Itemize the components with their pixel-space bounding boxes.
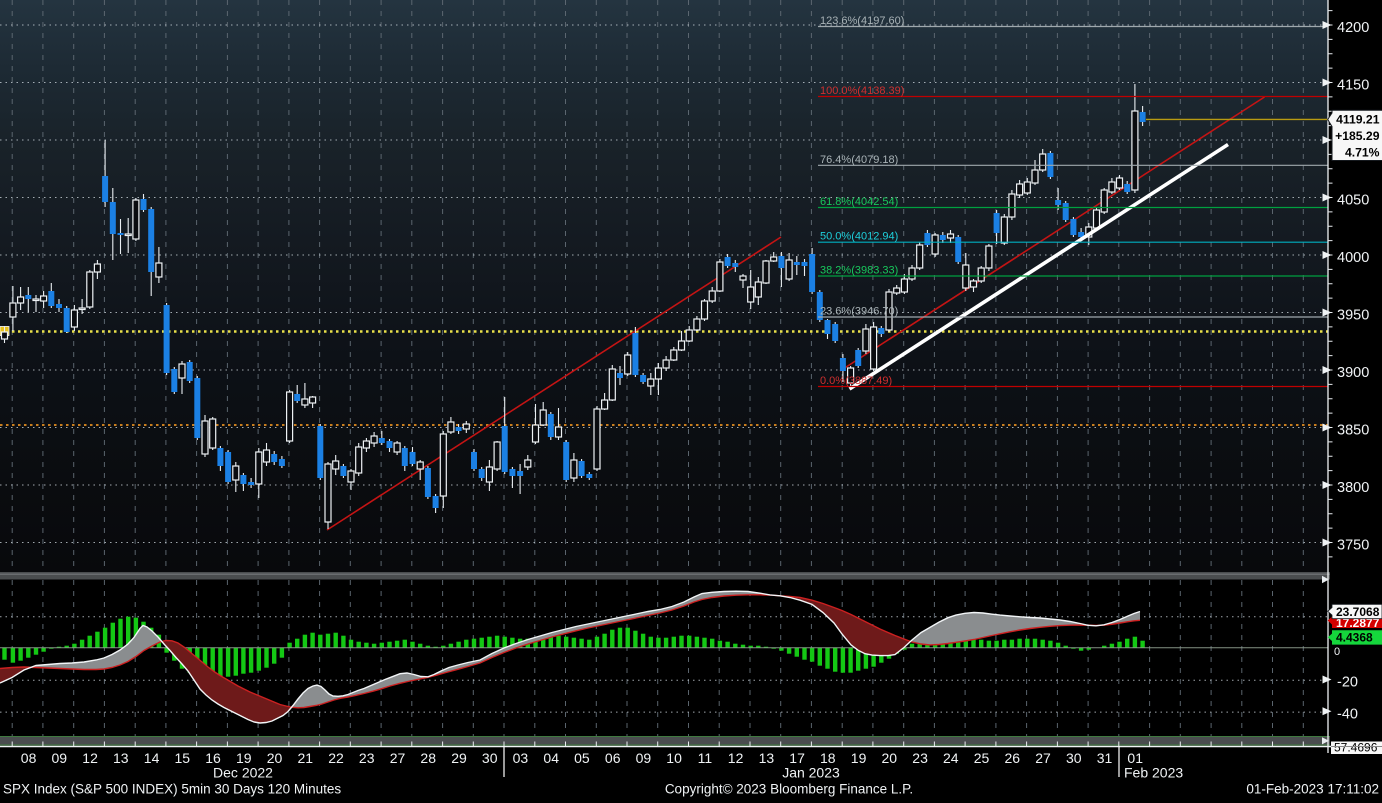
svg-text:01-Feb-2023 17:11:02: 01-Feb-2023 17:11:02 (1246, 782, 1379, 797)
svg-text:3850: 3850 (1337, 423, 1369, 439)
svg-text:0.0%(3887.49): 0.0%(3887.49) (820, 375, 892, 387)
svg-text:3800: 3800 (1337, 480, 1369, 496)
svg-text:+185.29: +185.29 (1335, 129, 1380, 143)
svg-text:14: 14 (144, 750, 160, 766)
svg-text:27: 27 (1035, 750, 1051, 766)
svg-text:10: 10 (666, 750, 682, 766)
svg-text:13: 13 (113, 750, 129, 766)
svg-text:57.4696: 57.4696 (1334, 741, 1378, 755)
svg-text:Dec 2022: Dec 2022 (213, 765, 273, 781)
svg-text:25: 25 (974, 750, 990, 766)
svg-text:76.4%(4079.18): 76.4%(4079.18) (820, 154, 898, 166)
svg-text:23: 23 (912, 750, 928, 766)
svg-text:23.7068: 23.7068 (1336, 605, 1380, 619)
svg-text:4050: 4050 (1337, 193, 1369, 209)
svg-text:123.6%(4197.60): 123.6%(4197.60) (820, 15, 904, 27)
svg-text:4000: 4000 (1337, 250, 1369, 266)
svg-text:09: 09 (636, 750, 652, 766)
svg-text:Feb 2023: Feb 2023 (1124, 765, 1183, 781)
svg-text:30: 30 (482, 750, 498, 766)
svg-text:06: 06 (605, 750, 621, 766)
svg-text:26: 26 (1005, 750, 1021, 766)
svg-text:30: 30 (1066, 750, 1082, 766)
svg-text:SPX Index (S&P 500 INDEX) 5min: SPX Index (S&P 500 INDEX) 5min 30 Days 1… (3, 782, 341, 797)
svg-text:4200: 4200 (1337, 20, 1369, 36)
svg-text:28: 28 (420, 750, 436, 766)
svg-text:100.0%(4138.39): 100.0%(4138.39) (820, 85, 904, 97)
svg-text:3950: 3950 (1337, 308, 1369, 324)
svg-text:12: 12 (82, 750, 98, 766)
svg-text:0: 0 (1334, 646, 1340, 658)
svg-text:12: 12 (728, 750, 744, 766)
svg-text:3900: 3900 (1337, 365, 1369, 381)
svg-text:50.0%(4012.94): 50.0%(4012.94) (820, 231, 898, 243)
svg-text:09: 09 (52, 750, 68, 766)
svg-text:29: 29 (451, 750, 467, 766)
svg-text:23.6%(3946.70): 23.6%(3946.70) (820, 306, 898, 318)
svg-text:05: 05 (574, 750, 590, 766)
svg-text:04: 04 (543, 750, 559, 766)
svg-text:20: 20 (882, 750, 898, 766)
svg-text:03: 03 (513, 750, 529, 766)
svg-text:4.71%: 4.71% (1345, 146, 1380, 160)
svg-text:13: 13 (759, 750, 775, 766)
svg-text:61.8%(4042.54): 61.8%(4042.54) (820, 196, 898, 208)
svg-text:11: 11 (698, 750, 713, 766)
svg-text:23: 23 (359, 750, 375, 766)
svg-text:27: 27 (390, 750, 406, 766)
svg-text:21: 21 (298, 750, 314, 766)
svg-text:-40: -40 (1337, 706, 1358, 722)
svg-text:Copyright© 2023 Bloomberg Fina: Copyright© 2023 Bloomberg Finance L.P. (665, 782, 913, 797)
svg-text:15: 15 (175, 750, 191, 766)
svg-text:31: 31 (1097, 750, 1113, 766)
svg-text:08: 08 (21, 750, 37, 766)
svg-text:4119.21: 4119.21 (1336, 113, 1380, 127)
svg-text:38.2%(3983.33): 38.2%(3983.33) (820, 265, 898, 277)
svg-text:19: 19 (851, 750, 867, 766)
svg-text:22: 22 (328, 750, 344, 766)
svg-text:4150: 4150 (1337, 78, 1369, 94)
svg-text:-20: -20 (1337, 675, 1358, 691)
svg-text:4.4368: 4.4368 (1336, 631, 1373, 645)
svg-text:24: 24 (943, 750, 959, 766)
svg-text:3750: 3750 (1337, 538, 1369, 554)
svg-text:Jan 2023: Jan 2023 (782, 765, 840, 781)
